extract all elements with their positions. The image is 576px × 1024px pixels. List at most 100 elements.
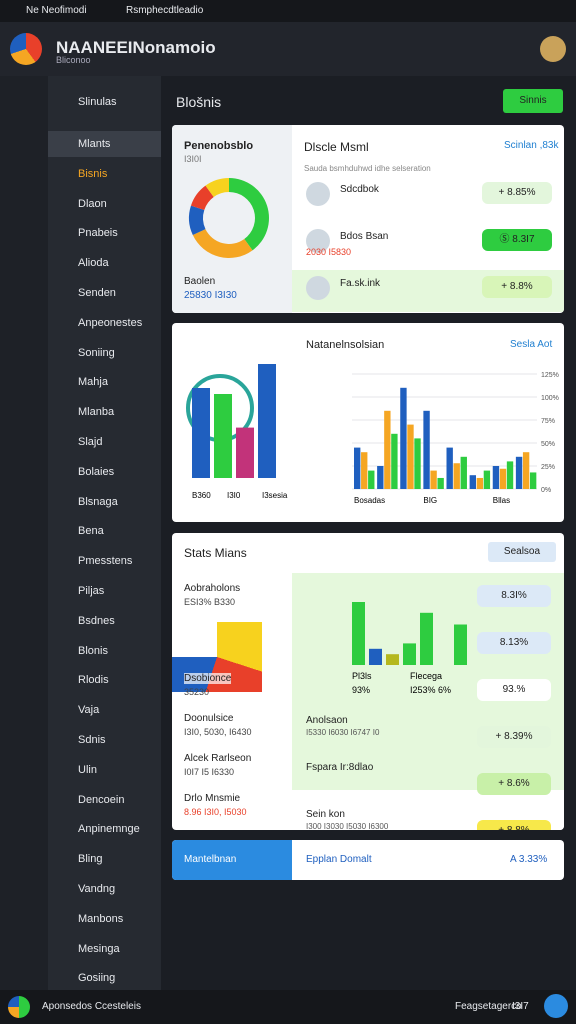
icon-rail bbox=[0, 76, 48, 990]
pill: + 8.8% bbox=[477, 820, 551, 830]
bar bbox=[377, 466, 384, 489]
bar bbox=[492, 466, 500, 489]
bottom-right: Feagsetagerco bbox=[455, 1001, 522, 1012]
row-value: I3I0, 5030, I6430 bbox=[184, 727, 252, 737]
menu-item[interactable]: Bisnis bbox=[78, 167, 108, 180]
menu-item[interactable]: Bena bbox=[78, 525, 104, 538]
bar bbox=[192, 388, 210, 478]
bar bbox=[354, 447, 361, 489]
bar bbox=[420, 612, 433, 665]
bar-chart: 0% 25% 50% 75% 100% 125% Bosadas BIG Bllas bbox=[352, 372, 559, 505]
menu-item[interactable]: Bling bbox=[78, 853, 103, 866]
bar bbox=[506, 461, 514, 489]
bar bbox=[446, 447, 453, 489]
search[interactable]: Slinulas bbox=[78, 96, 117, 108]
menu-item[interactable]: Sdnis bbox=[78, 734, 106, 746]
action[interactable] bbox=[544, 994, 568, 1018]
axis-value: 93% bbox=[352, 685, 370, 695]
bar bbox=[414, 438, 421, 489]
menu-item[interactable]: Anpeonestes bbox=[78, 316, 143, 329]
status-center: Rsmphecdtleadio bbox=[126, 5, 204, 16]
dropdown[interactable]: Sealsoa bbox=[488, 542, 556, 562]
row-name: Sein kon bbox=[306, 809, 345, 820]
menu-item[interactable]: Mlanba bbox=[78, 406, 115, 419]
y-tick-label: 25% bbox=[541, 464, 555, 471]
menu-item[interactable]: Soniing bbox=[78, 346, 115, 359]
description: Sauda bsmhduhwd idhe selseration bbox=[304, 164, 431, 173]
label: I3I0I bbox=[184, 154, 202, 164]
menu-item[interactable]: Manbons bbox=[78, 912, 124, 925]
menu-item[interactable]: Ulin bbox=[78, 763, 97, 776]
row-value: I0I7 I5 I6330 bbox=[184, 767, 235, 777]
row-value: 8.96 I3I0, I5030 bbox=[184, 807, 247, 817]
donut-segment bbox=[189, 205, 206, 236]
menu-item[interactable]: Bsdnes bbox=[78, 614, 115, 627]
bottom-left: Aponsedos Ccesteleis bbox=[42, 1001, 141, 1012]
row-name: Sdcdbok bbox=[340, 184, 379, 195]
axis-label: I3I0 bbox=[227, 491, 241, 500]
menu-item[interactable]: Alioda bbox=[78, 257, 109, 270]
link[interactable]: Scinlan ,83k bbox=[504, 140, 559, 151]
pill: 8.3I% bbox=[477, 585, 551, 607]
y-tick-label: 75% bbox=[541, 418, 555, 425]
axis-label: B360 bbox=[192, 491, 211, 500]
menu-item[interactable]: Slajd bbox=[78, 436, 103, 448]
card: B360 I3I0 I3sesia Natanelnsolsian Sesla Ao… bbox=[172, 323, 564, 522]
menu-item[interactable]: Blsnaga bbox=[78, 495, 118, 508]
app-icon[interactable] bbox=[8, 996, 30, 1018]
menu-item[interactable]: Bolaies bbox=[78, 465, 115, 478]
bar bbox=[369, 648, 382, 665]
menu-item[interactable]: Rlodis bbox=[78, 674, 109, 687]
donut-chart bbox=[189, 178, 269, 258]
row-value: ESI3% B330 bbox=[184, 597, 236, 607]
menu-item[interactable]: Anpinemnge bbox=[78, 823, 140, 836]
x-tick-label: BIG bbox=[423, 496, 437, 505]
bar bbox=[529, 472, 537, 489]
bar bbox=[384, 410, 391, 489]
pill: + 8.39% bbox=[477, 726, 551, 748]
menu-item[interactable]: Pnabeis bbox=[78, 227, 118, 240]
tab[interactable]: Mantelbnan bbox=[172, 840, 292, 880]
row-name: Bdos Bsan bbox=[340, 231, 389, 242]
bar bbox=[352, 602, 365, 665]
bar bbox=[476, 477, 484, 489]
bar bbox=[483, 470, 491, 489]
menu-item[interactable]: Senden bbox=[78, 287, 116, 299]
menu-item[interactable]: Dencoein bbox=[78, 793, 125, 806]
y-tick-label: 100% bbox=[541, 395, 559, 402]
bar bbox=[522, 452, 530, 489]
menu-item[interactable]: Mlants bbox=[48, 131, 161, 157]
menu-item[interactable]: Piljas bbox=[78, 585, 105, 597]
pill: Ⓢ 8.3I7 bbox=[482, 229, 552, 251]
menu-item[interactable]: Mahja bbox=[78, 376, 108, 389]
bar bbox=[407, 424, 414, 489]
menu-item[interactable]: Dlaon bbox=[78, 197, 107, 210]
pill: + 8.85% bbox=[482, 182, 552, 204]
x-tick-label: Bllas bbox=[493, 496, 510, 505]
bottom-bar bbox=[0, 990, 576, 1024]
bar bbox=[368, 470, 375, 489]
action-button[interactable]: Sinnis bbox=[503, 89, 563, 113]
menu-item[interactable]: Vandng bbox=[78, 883, 116, 895]
menu-item[interactable]: Pmesstens bbox=[78, 555, 133, 568]
menu-item[interactable]: Gosiing bbox=[78, 972, 116, 985]
row-name: Alcek Rarlseon bbox=[184, 753, 252, 764]
donut-segment bbox=[205, 178, 229, 197]
axis-label: Flecega bbox=[410, 671, 442, 681]
avatar[interactable] bbox=[540, 36, 566, 62]
menu-item[interactable]: Vaja bbox=[78, 704, 100, 717]
label: Penenobsblo bbox=[184, 140, 254, 152]
menu-item[interactable]: Mesinga bbox=[78, 942, 120, 955]
menu-item[interactable]: Blonis bbox=[78, 644, 108, 657]
logo bbox=[10, 33, 42, 65]
donut-segment bbox=[229, 178, 269, 251]
page-title: Blošnis bbox=[176, 94, 222, 110]
link[interactable]: Sesla Aot bbox=[510, 339, 553, 350]
app-subtitle: Bliconoo bbox=[56, 55, 91, 65]
value: 25830 I3I30 bbox=[184, 290, 237, 301]
row-name: Fa.sk.ink bbox=[340, 278, 381, 289]
pill: 8.13% bbox=[477, 632, 551, 654]
axis-value: I253% 6% bbox=[410, 685, 451, 695]
